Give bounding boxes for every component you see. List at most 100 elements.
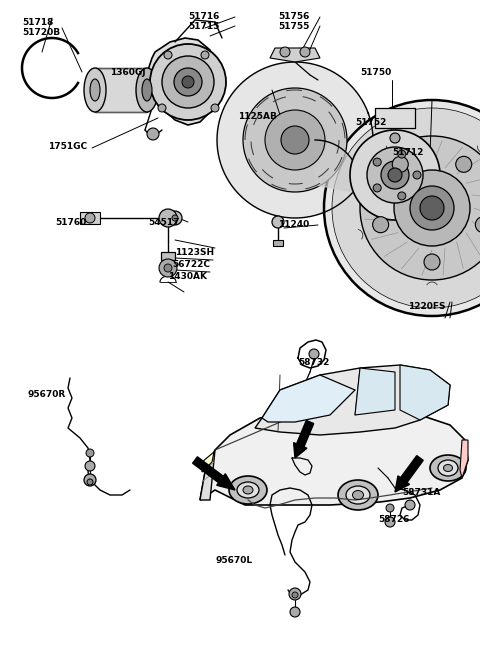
Circle shape bbox=[410, 186, 454, 230]
Circle shape bbox=[147, 128, 159, 140]
Text: 51712: 51712 bbox=[392, 148, 423, 157]
Circle shape bbox=[367, 147, 423, 203]
Polygon shape bbox=[315, 140, 360, 193]
Polygon shape bbox=[355, 368, 395, 415]
Circle shape bbox=[390, 133, 400, 143]
Circle shape bbox=[300, 47, 310, 57]
Circle shape bbox=[272, 216, 284, 228]
Text: 51752: 51752 bbox=[355, 118, 386, 127]
Polygon shape bbox=[95, 68, 147, 112]
Ellipse shape bbox=[444, 464, 453, 472]
Circle shape bbox=[87, 479, 93, 485]
Circle shape bbox=[168, 211, 182, 225]
Ellipse shape bbox=[84, 68, 106, 112]
Polygon shape bbox=[202, 452, 214, 472]
Polygon shape bbox=[375, 108, 415, 128]
Ellipse shape bbox=[430, 455, 466, 481]
Circle shape bbox=[405, 500, 415, 510]
Circle shape bbox=[360, 136, 480, 280]
Polygon shape bbox=[80, 212, 100, 224]
Text: 1430AK: 1430AK bbox=[168, 272, 207, 281]
Text: 1123SH: 1123SH bbox=[175, 248, 214, 257]
Text: 95670R: 95670R bbox=[28, 390, 66, 399]
Text: 1751GC: 1751GC bbox=[48, 142, 87, 151]
Circle shape bbox=[289, 588, 301, 600]
Polygon shape bbox=[217, 62, 373, 218]
Circle shape bbox=[324, 100, 480, 316]
Circle shape bbox=[381, 161, 409, 189]
Text: 58732: 58732 bbox=[298, 358, 329, 367]
Circle shape bbox=[332, 108, 480, 308]
Text: 1360GJ: 1360GJ bbox=[110, 68, 145, 77]
Circle shape bbox=[164, 51, 172, 59]
Polygon shape bbox=[273, 240, 283, 246]
Circle shape bbox=[424, 254, 440, 270]
Circle shape bbox=[84, 474, 96, 486]
Circle shape bbox=[392, 156, 408, 173]
Circle shape bbox=[201, 51, 209, 59]
Text: 51755: 51755 bbox=[278, 22, 310, 31]
FancyArrow shape bbox=[192, 457, 235, 490]
Circle shape bbox=[292, 592, 298, 598]
FancyArrow shape bbox=[395, 456, 423, 492]
Text: 54517: 54517 bbox=[148, 218, 180, 227]
Text: 51716: 51716 bbox=[188, 12, 219, 21]
Circle shape bbox=[158, 104, 166, 112]
Polygon shape bbox=[270, 48, 320, 62]
Circle shape bbox=[456, 156, 472, 173]
Circle shape bbox=[475, 216, 480, 233]
Polygon shape bbox=[161, 252, 175, 260]
Circle shape bbox=[85, 461, 95, 471]
Polygon shape bbox=[200, 450, 215, 500]
Circle shape bbox=[309, 349, 319, 359]
Circle shape bbox=[211, 104, 219, 112]
Text: 51756: 51756 bbox=[278, 12, 310, 21]
Text: 1220FS: 1220FS bbox=[408, 302, 445, 311]
Ellipse shape bbox=[237, 482, 259, 498]
Circle shape bbox=[164, 264, 172, 272]
Ellipse shape bbox=[229, 476, 267, 504]
Ellipse shape bbox=[346, 486, 370, 504]
Circle shape bbox=[159, 259, 177, 277]
Polygon shape bbox=[200, 408, 468, 505]
Ellipse shape bbox=[142, 79, 152, 101]
Circle shape bbox=[290, 607, 300, 617]
Text: 51718: 51718 bbox=[22, 18, 53, 27]
Circle shape bbox=[394, 170, 470, 246]
Ellipse shape bbox=[90, 79, 100, 101]
Ellipse shape bbox=[136, 68, 158, 112]
Circle shape bbox=[243, 88, 347, 192]
Ellipse shape bbox=[352, 491, 363, 499]
Circle shape bbox=[86, 449, 94, 457]
Circle shape bbox=[413, 171, 421, 179]
Ellipse shape bbox=[338, 480, 378, 510]
Circle shape bbox=[182, 76, 194, 88]
Circle shape bbox=[373, 184, 381, 192]
Circle shape bbox=[265, 110, 325, 170]
Circle shape bbox=[398, 192, 406, 200]
Text: 51760: 51760 bbox=[55, 218, 86, 227]
Circle shape bbox=[373, 158, 381, 166]
Circle shape bbox=[280, 47, 290, 57]
Text: 1125AB: 1125AB bbox=[238, 112, 277, 121]
Circle shape bbox=[159, 209, 177, 227]
Text: 58726: 58726 bbox=[378, 515, 409, 524]
Text: 58731A: 58731A bbox=[402, 488, 440, 497]
Circle shape bbox=[398, 150, 406, 158]
Circle shape bbox=[174, 68, 202, 96]
Circle shape bbox=[385, 517, 395, 527]
Circle shape bbox=[172, 215, 178, 221]
Text: 51720B: 51720B bbox=[22, 28, 60, 37]
Text: 51715: 51715 bbox=[188, 22, 219, 31]
Ellipse shape bbox=[438, 460, 458, 476]
Circle shape bbox=[150, 44, 226, 120]
Polygon shape bbox=[148, 38, 218, 125]
Circle shape bbox=[386, 504, 394, 512]
Circle shape bbox=[350, 130, 440, 220]
Text: 51750: 51750 bbox=[360, 68, 391, 77]
Polygon shape bbox=[255, 365, 450, 435]
Circle shape bbox=[162, 56, 214, 108]
Circle shape bbox=[388, 168, 402, 182]
Text: 11240: 11240 bbox=[278, 220, 309, 229]
Circle shape bbox=[420, 196, 444, 220]
